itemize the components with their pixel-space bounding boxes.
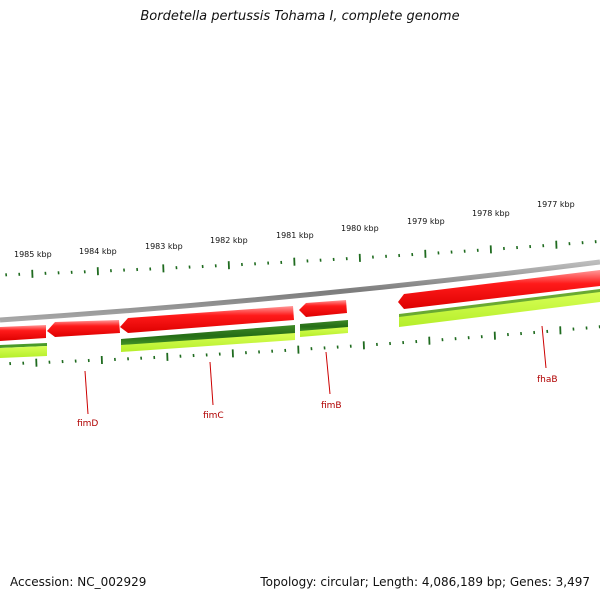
scale-labels: 1985 kbp 1984 kbp 1983 kbp 1982 kbp 1981… xyxy=(14,200,575,259)
accession-text: Accession: NC_002929 xyxy=(10,575,147,589)
tick-label: 1985 kbp xyxy=(14,250,52,259)
tick-label: 1979 kbp xyxy=(407,217,445,226)
gene-label-fimC: fimC xyxy=(203,411,224,421)
cds-fimC-light xyxy=(121,333,295,352)
gene-arrow-fimC xyxy=(120,306,294,333)
tick-label: 1980 kbp xyxy=(341,224,379,233)
cds-fragment-light xyxy=(0,346,47,358)
outer-scale-ticks xyxy=(5,240,597,278)
gene-arrow-fimD xyxy=(47,320,120,337)
map-title: Bordetella pertussis Tohama I, complete … xyxy=(140,9,460,24)
tick-label: 1981 kbp xyxy=(276,231,314,240)
gene-arrow-fimB xyxy=(299,300,347,317)
gene-leaders xyxy=(84,325,547,415)
tick-label: 1977 kbp xyxy=(537,200,575,209)
tick-label: 1984 kbp xyxy=(79,247,117,256)
tick-label: 1983 kbp xyxy=(145,242,183,251)
genome-backbone xyxy=(0,259,600,323)
inner-scale-ticks xyxy=(9,325,600,367)
leader-fimB xyxy=(325,351,331,395)
leader-fimD xyxy=(84,370,89,415)
forward-strand-genes xyxy=(0,270,600,341)
cds-fragment xyxy=(0,343,47,348)
gene-label-fimB: fimB xyxy=(321,401,342,411)
leader-fhaB xyxy=(541,325,547,369)
gene-label-fhaB: fhaB xyxy=(537,375,558,385)
gene-arrow-fhaB xyxy=(398,270,600,309)
tick-label: 1982 kbp xyxy=(210,236,248,245)
tick-label: 1978 kbp xyxy=(472,209,510,218)
cds-fimB-light xyxy=(300,327,348,337)
gene-arrow-fragment xyxy=(0,325,46,341)
gene-label-fimD: fimD xyxy=(77,419,98,429)
cds-fhaB-light xyxy=(399,292,600,327)
genome-summary-text: Topology: circular; Length: 4,086,189 bp… xyxy=(260,575,590,589)
reverse-strand-cds xyxy=(0,289,600,358)
cds-fimC-dark xyxy=(121,325,295,347)
leader-fimC xyxy=(209,361,214,406)
gene-labels: fimD fimC fimB fhaB xyxy=(77,375,558,429)
